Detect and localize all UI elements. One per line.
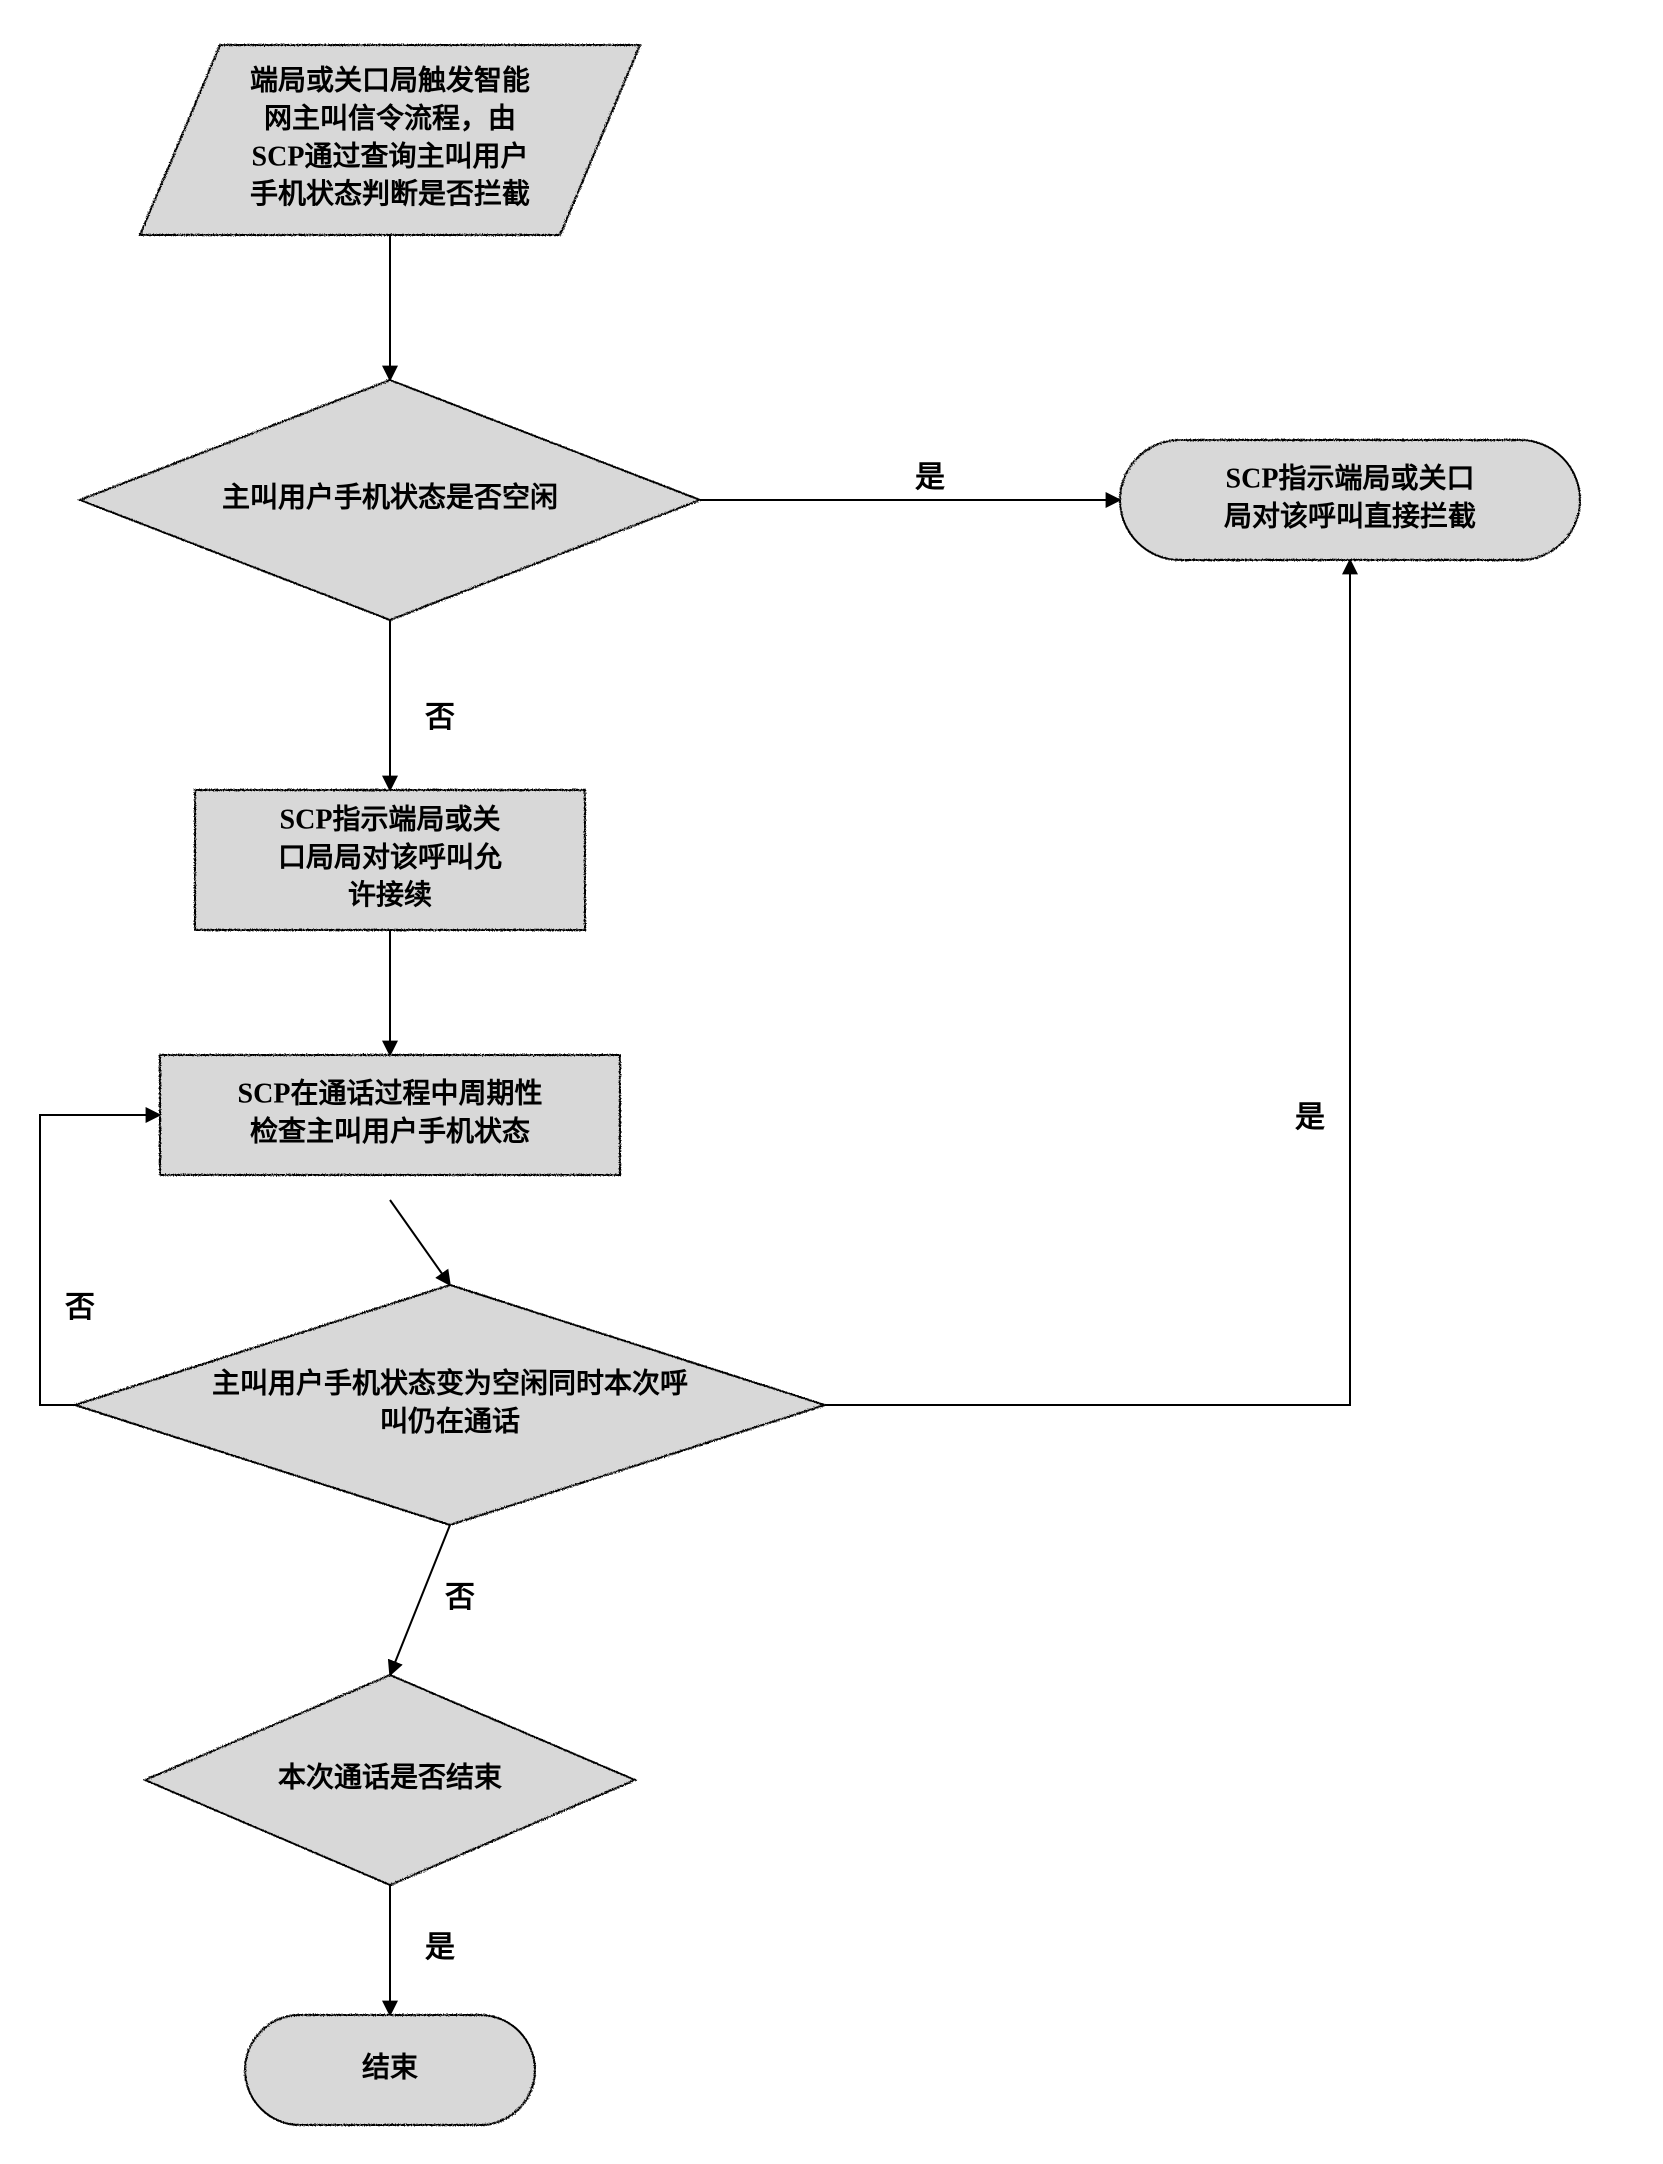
node-p2: SCP在通话过程中周期性检查主叫用户手机状态	[160, 1055, 620, 1175]
node-d1: 主叫用户手机状态是否空闲	[80, 380, 700, 620]
edge-4	[390, 1200, 450, 1285]
node-end-text-0: 结束	[362, 2051, 418, 2083]
node-start-text-0: 端局或关口局触发智能	[250, 64, 530, 97]
node-p1-text-0: SCP指示端局或关	[280, 804, 501, 836]
node-start-text-3: 手机状态判断是否拦截	[250, 177, 530, 210]
node-intercept: SCP指示端局或关口局对该呼叫直接拦截	[1120, 440, 1580, 560]
node-intercept-text-1: 局对该呼叫直接拦截	[1224, 499, 1476, 532]
node-p1-text-2: 许接续	[348, 879, 432, 911]
node-d2-text-0: 主叫用户手机状态变为空闲同时本次呼	[212, 1367, 688, 1400]
node-d2: 主叫用户手机状态变为空闲同时本次呼叫仍在通话	[75, 1285, 825, 1525]
node-start-text-1: 网主叫信令流程，由	[264, 102, 516, 135]
node-d3: 本次通话是否结束	[145, 1675, 635, 1885]
edge-8-label: 是	[425, 1931, 455, 1964]
edge-5-label: 否	[65, 1291, 95, 1324]
node-p1: SCP指示端局或关口局局对该呼叫允许接续	[195, 790, 585, 930]
node-end: 结束	[245, 2015, 535, 2125]
edge-5	[40, 1115, 160, 1405]
node-d2-text-1: 叫仍在通话	[380, 1405, 520, 1437]
edge-6	[825, 560, 1350, 1405]
node-start-text-2: SCP通过查询主叫用户	[252, 139, 529, 172]
edge-2-label: 否	[425, 701, 455, 734]
node-p2-text-1: 检查主叫用户手机状态	[250, 1114, 530, 1147]
node-d3-text-0: 本次通话是否结束	[278, 1761, 502, 1793]
edge-6-label: 是	[1295, 1101, 1325, 1134]
node-p2-text-0: SCP在通话过程中周期性	[238, 1078, 543, 1110]
edge-7	[390, 1525, 450, 1675]
node-d1-text-0: 主叫用户手机状态是否空闲	[222, 480, 558, 513]
flowchart-canvas: 是否否是否是端局或关口局触发智能网主叫信令流程，由SCP通过查询主叫用户手机状态…	[20, 20, 1643, 2144]
edge-7-label: 否	[445, 1581, 475, 1614]
node-start: 端局或关口局触发智能网主叫信令流程，由 SCP通过查询主叫用户手机状态判断是否拦截	[140, 45, 640, 235]
node-p1-text-1: 口局局对该呼叫允	[278, 840, 502, 873]
edge-1-label: 是	[915, 461, 945, 494]
node-intercept-text-0: SCP指示端局或关口	[1226, 463, 1475, 495]
